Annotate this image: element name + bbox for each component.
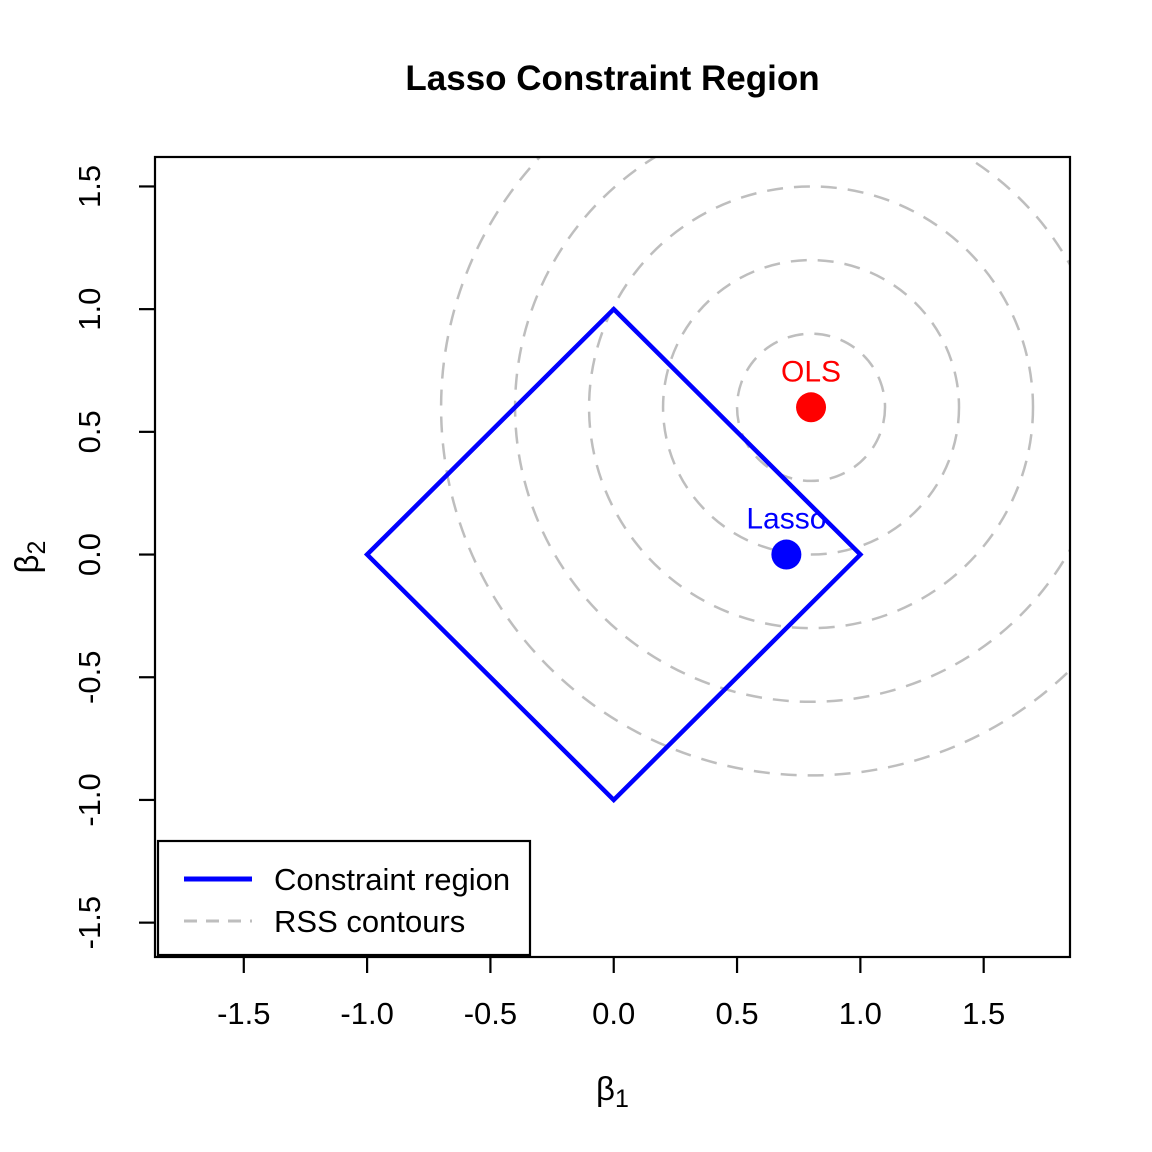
plot-area: OLS Lasso [363, 157, 1070, 804]
lasso-point [771, 539, 802, 570]
legend-label-1: RSS contours [274, 904, 465, 939]
legend-label-0: Constraint region [274, 862, 510, 897]
rss-contour-0 [735, 332, 887, 483]
lasso-label: Lasso [746, 503, 826, 536]
rss-contour-1 [661, 258, 961, 556]
legend-box [156, 839, 532, 957]
y-tick-label-4: 0.5 [72, 410, 107, 453]
x-tick-label-3: 0.0 [592, 996, 635, 1031]
y-tick-label-1: -1.0 [72, 773, 107, 826]
y-tick-label-3: 0.0 [72, 533, 107, 576]
y-tick-label-6: 1.5 [72, 165, 107, 208]
x-tick-label-5: 1.0 [839, 996, 882, 1031]
chart-title: Lasso Constraint Region [405, 59, 819, 98]
rss-contour-4 [439, 157, 1070, 777]
ols-label: OLS [781, 355, 841, 388]
constraint-region-diamond [363, 305, 864, 804]
x-tick-label-1: -1.0 [340, 996, 393, 1031]
plot-box [153, 155, 1072, 959]
y-tick-label-5: 1.0 [72, 288, 107, 331]
y-tick-label-0: -1.5 [72, 896, 107, 949]
x-axis-title-subscript: 1 [615, 1085, 629, 1113]
y-tick-label-2: -0.5 [72, 651, 107, 704]
x-tick-label-2: -0.5 [464, 996, 517, 1031]
rss-contour-2 [587, 185, 1035, 630]
x-tick-label-6: 1.5 [962, 996, 1005, 1031]
y-axis-title-subscript: 2 [23, 541, 51, 555]
x-tick-label-4: 0.5 [715, 996, 758, 1031]
ols-point [796, 392, 827, 423]
x-tick-label-0: -1.5 [217, 996, 270, 1031]
